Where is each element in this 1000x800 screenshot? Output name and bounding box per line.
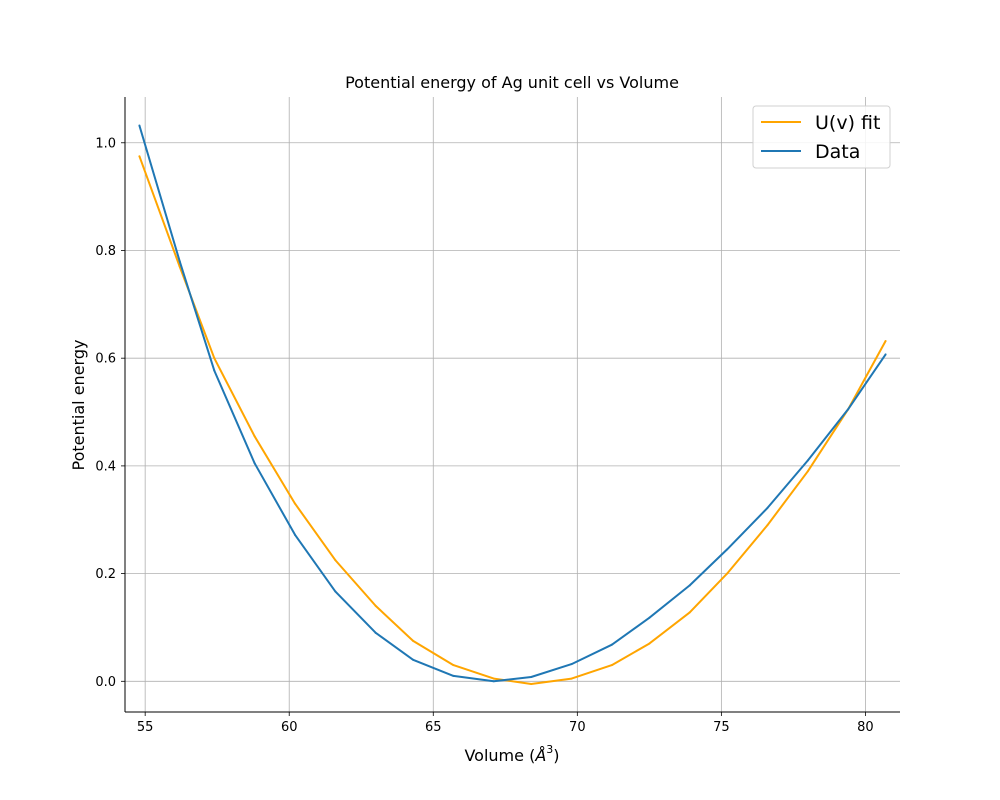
data-point-data	[452, 674, 455, 677]
data-point-fit	[648, 642, 651, 645]
data-point-fit	[492, 677, 495, 680]
data-point-data	[847, 408, 850, 411]
data-point-data	[334, 590, 337, 593]
data-point-fit	[766, 524, 769, 527]
data-point-data	[688, 584, 691, 587]
legend-label-fit: U(v) fit	[815, 112, 880, 134]
data-point-fit	[452, 664, 455, 667]
data-point-data	[492, 680, 495, 683]
data-point-fit	[688, 611, 691, 614]
legend: U(v) fit Data	[752, 105, 891, 169]
data-point-fit	[334, 559, 337, 562]
data-point-fit	[806, 470, 809, 473]
chart-title: Potential energy of Ag unit cell vs Volu…	[345, 73, 679, 92]
data-point-data	[766, 506, 769, 509]
x-axis-label-close: )	[553, 746, 559, 765]
data-point-data	[726, 548, 729, 551]
data-point-fit	[530, 682, 533, 685]
x-tick-label: 70	[569, 720, 586, 735]
data-point-fit	[884, 339, 887, 342]
data-point-data	[610, 643, 613, 646]
x-axis-unit-letter: Å	[534, 746, 546, 765]
y-tick-label: 0.0	[95, 675, 116, 690]
data-point-data	[884, 353, 887, 356]
x-axis-unit-power: 3	[546, 743, 553, 756]
data-point-fit	[610, 664, 613, 667]
data-point-data	[178, 260, 181, 263]
x-axis-label: Volume (Å3)	[464, 743, 559, 765]
axes	[121, 97, 900, 716]
legend-label-data: Data	[815, 141, 860, 163]
data-point-data	[213, 369, 216, 372]
plot-lines	[138, 124, 887, 685]
data-point-data	[293, 533, 296, 536]
data-point-data	[138, 124, 141, 127]
data-point-fit	[726, 572, 729, 575]
tick-labels: 55 60 65 70 75 80 0.0 0.2 0.4 0.6 0.8 1.0	[95, 136, 873, 735]
x-tick-label: 75	[713, 720, 730, 735]
data-point-fit	[570, 677, 573, 680]
y-axis-label: Potential energy	[69, 340, 88, 471]
y-tick-label: 1.0	[95, 136, 116, 151]
data-point-fit	[412, 639, 415, 642]
data-point-data	[570, 663, 573, 666]
data-point-data	[374, 631, 377, 634]
x-tick-label: 65	[425, 720, 442, 735]
series-line-data	[138, 125, 887, 683]
x-tick-label: 80	[857, 720, 874, 735]
data-point-data	[806, 459, 809, 462]
data-point-data	[253, 462, 256, 465]
data-point-fit	[213, 357, 216, 360]
data-point-data	[648, 616, 651, 619]
y-tick-label: 0.2	[95, 567, 116, 582]
data-point-fit	[138, 155, 141, 158]
y-tick-label: 0.8	[95, 244, 116, 259]
data-point-data	[530, 675, 533, 678]
grid	[125, 97, 900, 712]
data-point-fit	[253, 435, 256, 438]
y-tick-label: 0.6	[95, 352, 116, 367]
data-point-fit	[374, 604, 377, 607]
x-tick-label: 60	[281, 720, 298, 735]
x-tick-label: 55	[137, 720, 154, 735]
x-axis-label-text: Volume (	[464, 746, 535, 765]
y-tick-label: 0.4	[95, 459, 116, 474]
data-point-data	[412, 658, 415, 661]
series-line-fit	[138, 155, 887, 685]
data-point-fit	[293, 502, 296, 505]
